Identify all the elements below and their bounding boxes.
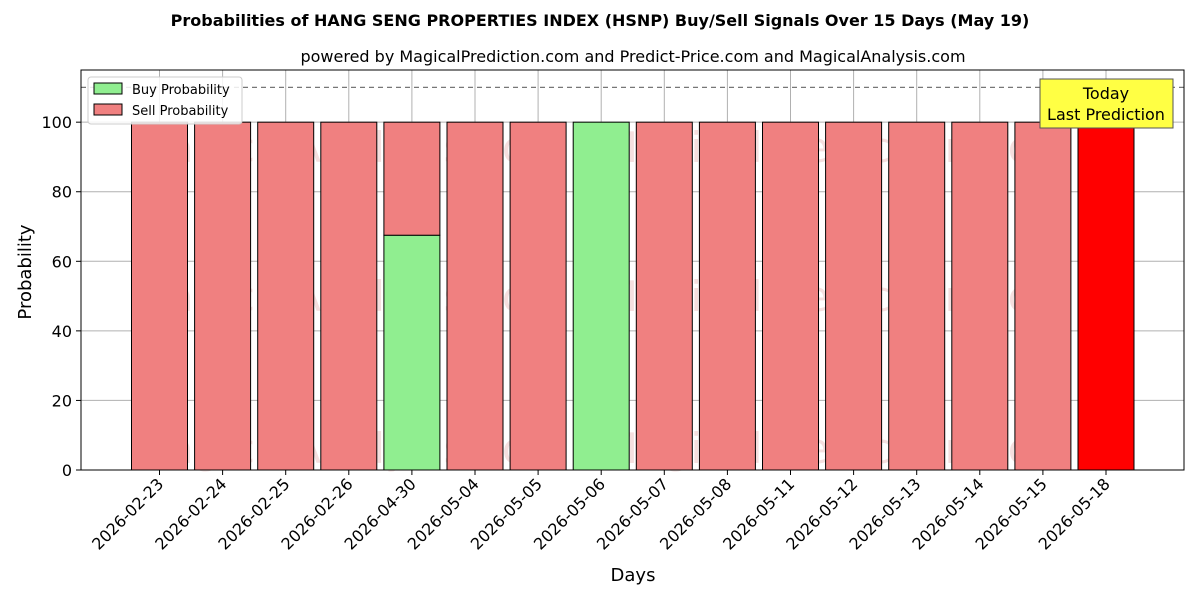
annotation-line-2: Last Prediction [1047,105,1165,124]
bars [131,121,1135,471]
y-tick-label: 60 [52,252,72,271]
y-tick-label: 40 [52,322,72,341]
annotation-box [1039,78,1174,129]
legend-swatch-buy [93,82,123,95]
bar-buy [572,121,630,471]
bar-sell [1077,121,1135,471]
bar-sell [635,121,693,471]
bar-sell [320,121,378,471]
legend-label-sell: Sell Probability [132,104,229,119]
legend: Buy Probability Sell Probability [87,76,243,125]
bar-sell [194,121,252,471]
annotation-line-1: Today [1082,84,1129,103]
bar-sell [1014,121,1072,471]
y-tick-label: 100 [41,113,72,132]
bar-sell [131,121,188,471]
y-axis-ticks: 0 20 40 60 80 100 [41,113,81,480]
legend-swatch-sell [93,103,123,116]
bar-sell [825,121,883,471]
y-tick-label: 0 [62,461,72,480]
today-annotation: Today Last Prediction [1039,78,1174,129]
bar-sell [383,121,441,236]
y-tick-label: 20 [52,391,72,410]
bar-sell [446,121,504,471]
y-axis-label: Probability [15,224,36,319]
legend-label-buy: Buy Probability [132,83,230,98]
x-axis-label: Days [611,565,656,586]
legend-frame [87,76,243,125]
chart-title: Probabilities of HANG SENG PROPERTIES IN… [171,11,1030,30]
bar-sell [762,121,819,471]
bar-buy [383,234,441,471]
bar-sell [951,121,1009,471]
chart-subtitle: powered by MagicalPrediction.com and Pre… [300,47,965,66]
plot-frame [80,69,1185,471]
bar-sell [888,121,946,471]
bar-sell [257,121,315,471]
x-axis-ticks: 2026-02-232026-02-242026-02-252026-02-26… [88,470,1114,554]
bar-sell [698,121,756,471]
bar-sell [509,121,567,471]
y-tick-label: 80 [52,183,72,202]
